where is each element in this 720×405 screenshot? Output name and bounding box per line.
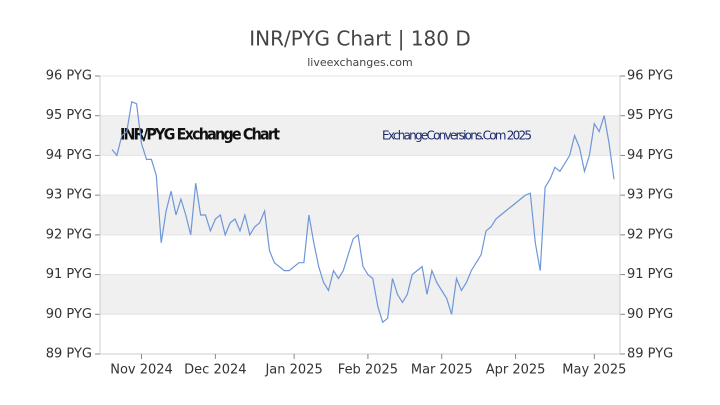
y2-tick-label: 92 PYG (627, 227, 673, 242)
grid-band (100, 274, 620, 315)
y-tick-label: 91 PYG (46, 267, 92, 282)
y-tick-label: 89 PYG (46, 347, 92, 362)
x-tick-label: Apr 2025 (486, 363, 546, 378)
y2-tick-label: 91 PYG (627, 267, 673, 282)
line (111, 100, 615, 324)
y-tick-label: 92 PYG (46, 227, 92, 242)
y-tick-label: 95 PYG (46, 108, 92, 123)
chart-title: INR/PYG Chart | 180 D (249, 27, 471, 51)
y2-tick-label: 89 PYG (627, 347, 673, 362)
chart-subtitle: liveexchanges.com (307, 56, 412, 69)
x-tick-label: Feb 2025 (338, 363, 398, 378)
y2-tick-label: 95 PYG (627, 108, 673, 123)
y-tick-label: 90 PYG (46, 307, 92, 322)
x-tick-label: Mar 2025 (411, 363, 473, 378)
x-tick-label: Nov 2024 (110, 363, 173, 378)
x-tick-label: Jan 2025 (264, 363, 322, 378)
x-tick-label: May 2025 (562, 363, 626, 378)
y2-tick-label: 90 PYG (627, 307, 673, 322)
y-tick-label: 93 PYG (46, 188, 92, 203)
y2-tick-label: 94 PYG (627, 148, 673, 163)
y-tick-label: 94 PYG (46, 148, 92, 163)
annotation: ExchangeConversions.Com 2025 (382, 129, 532, 143)
grid-band (100, 115, 620, 156)
y-tick-label: 96 PYG (46, 69, 92, 84)
grid-band (100, 195, 620, 235)
y2-tick-label: 96 PYG (627, 69, 673, 84)
annotation: INR/PYG Exchange Chart (120, 125, 280, 144)
y2-tick-label: 93 PYG (627, 188, 673, 203)
x-tick-label: Dec 2024 (184, 363, 246, 378)
